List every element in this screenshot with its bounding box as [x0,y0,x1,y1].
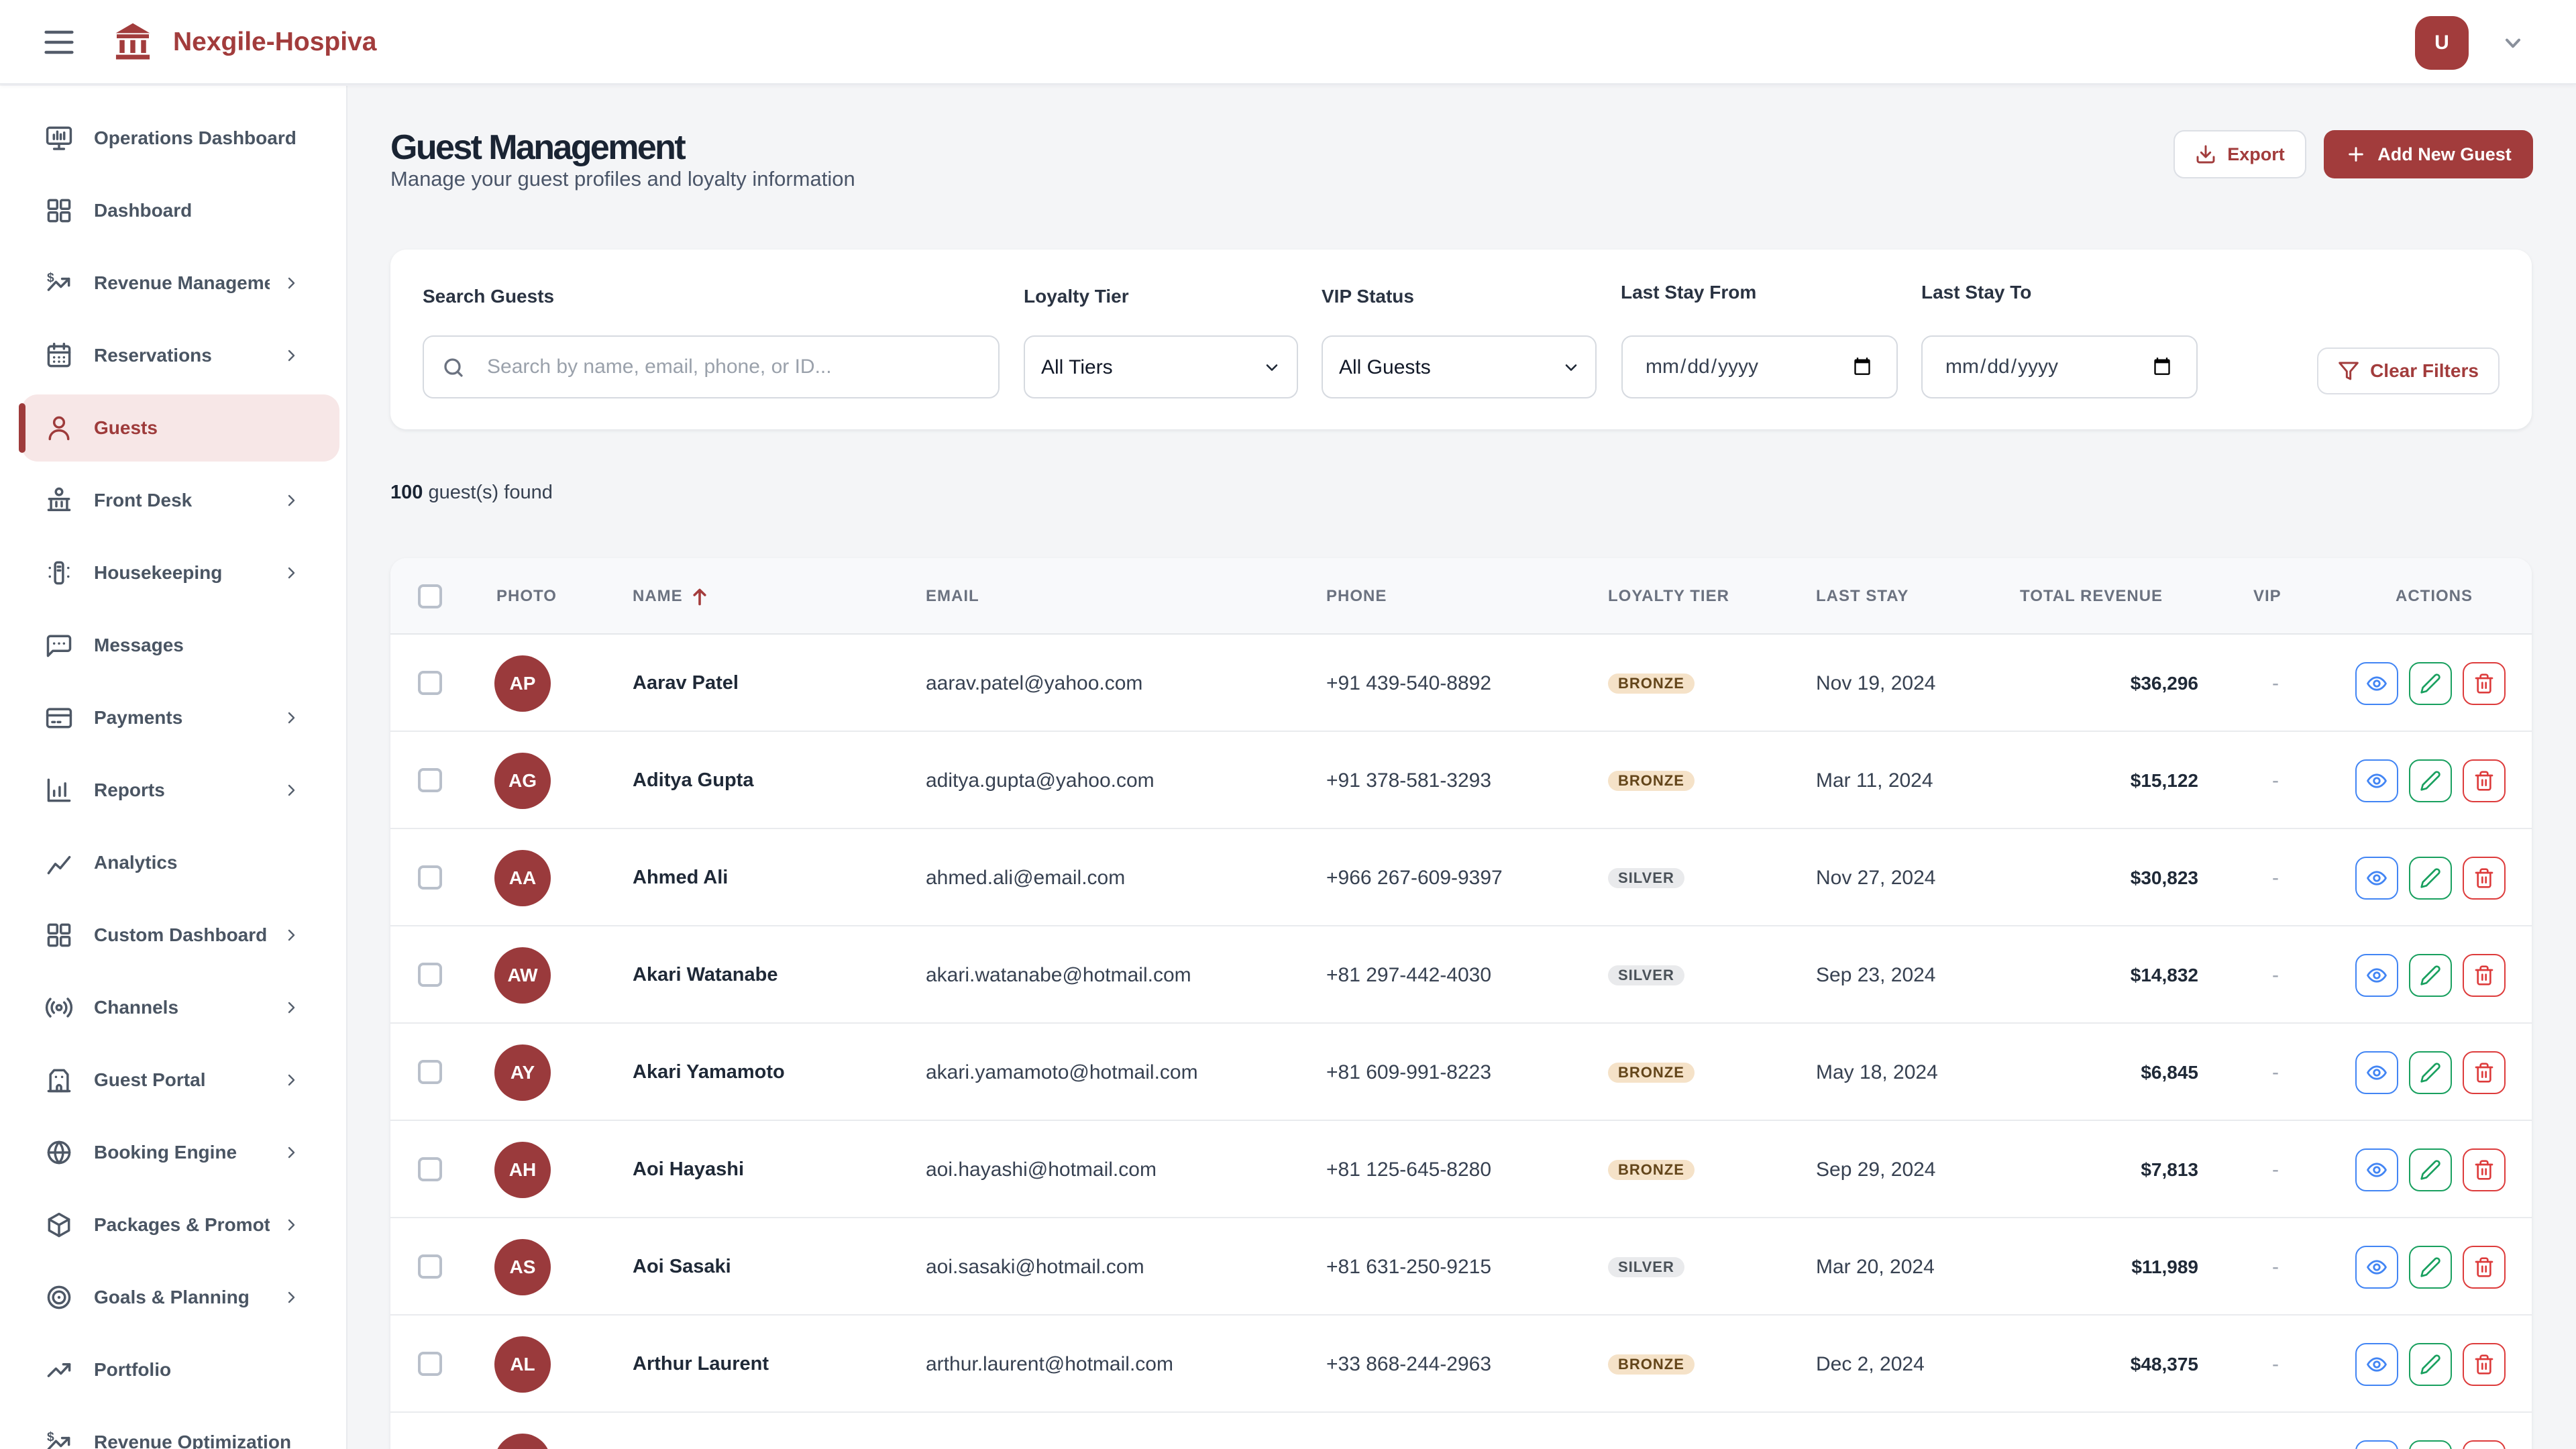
svg-text:$: $ [47,1430,54,1444]
svg-text:$: $ [47,271,54,285]
